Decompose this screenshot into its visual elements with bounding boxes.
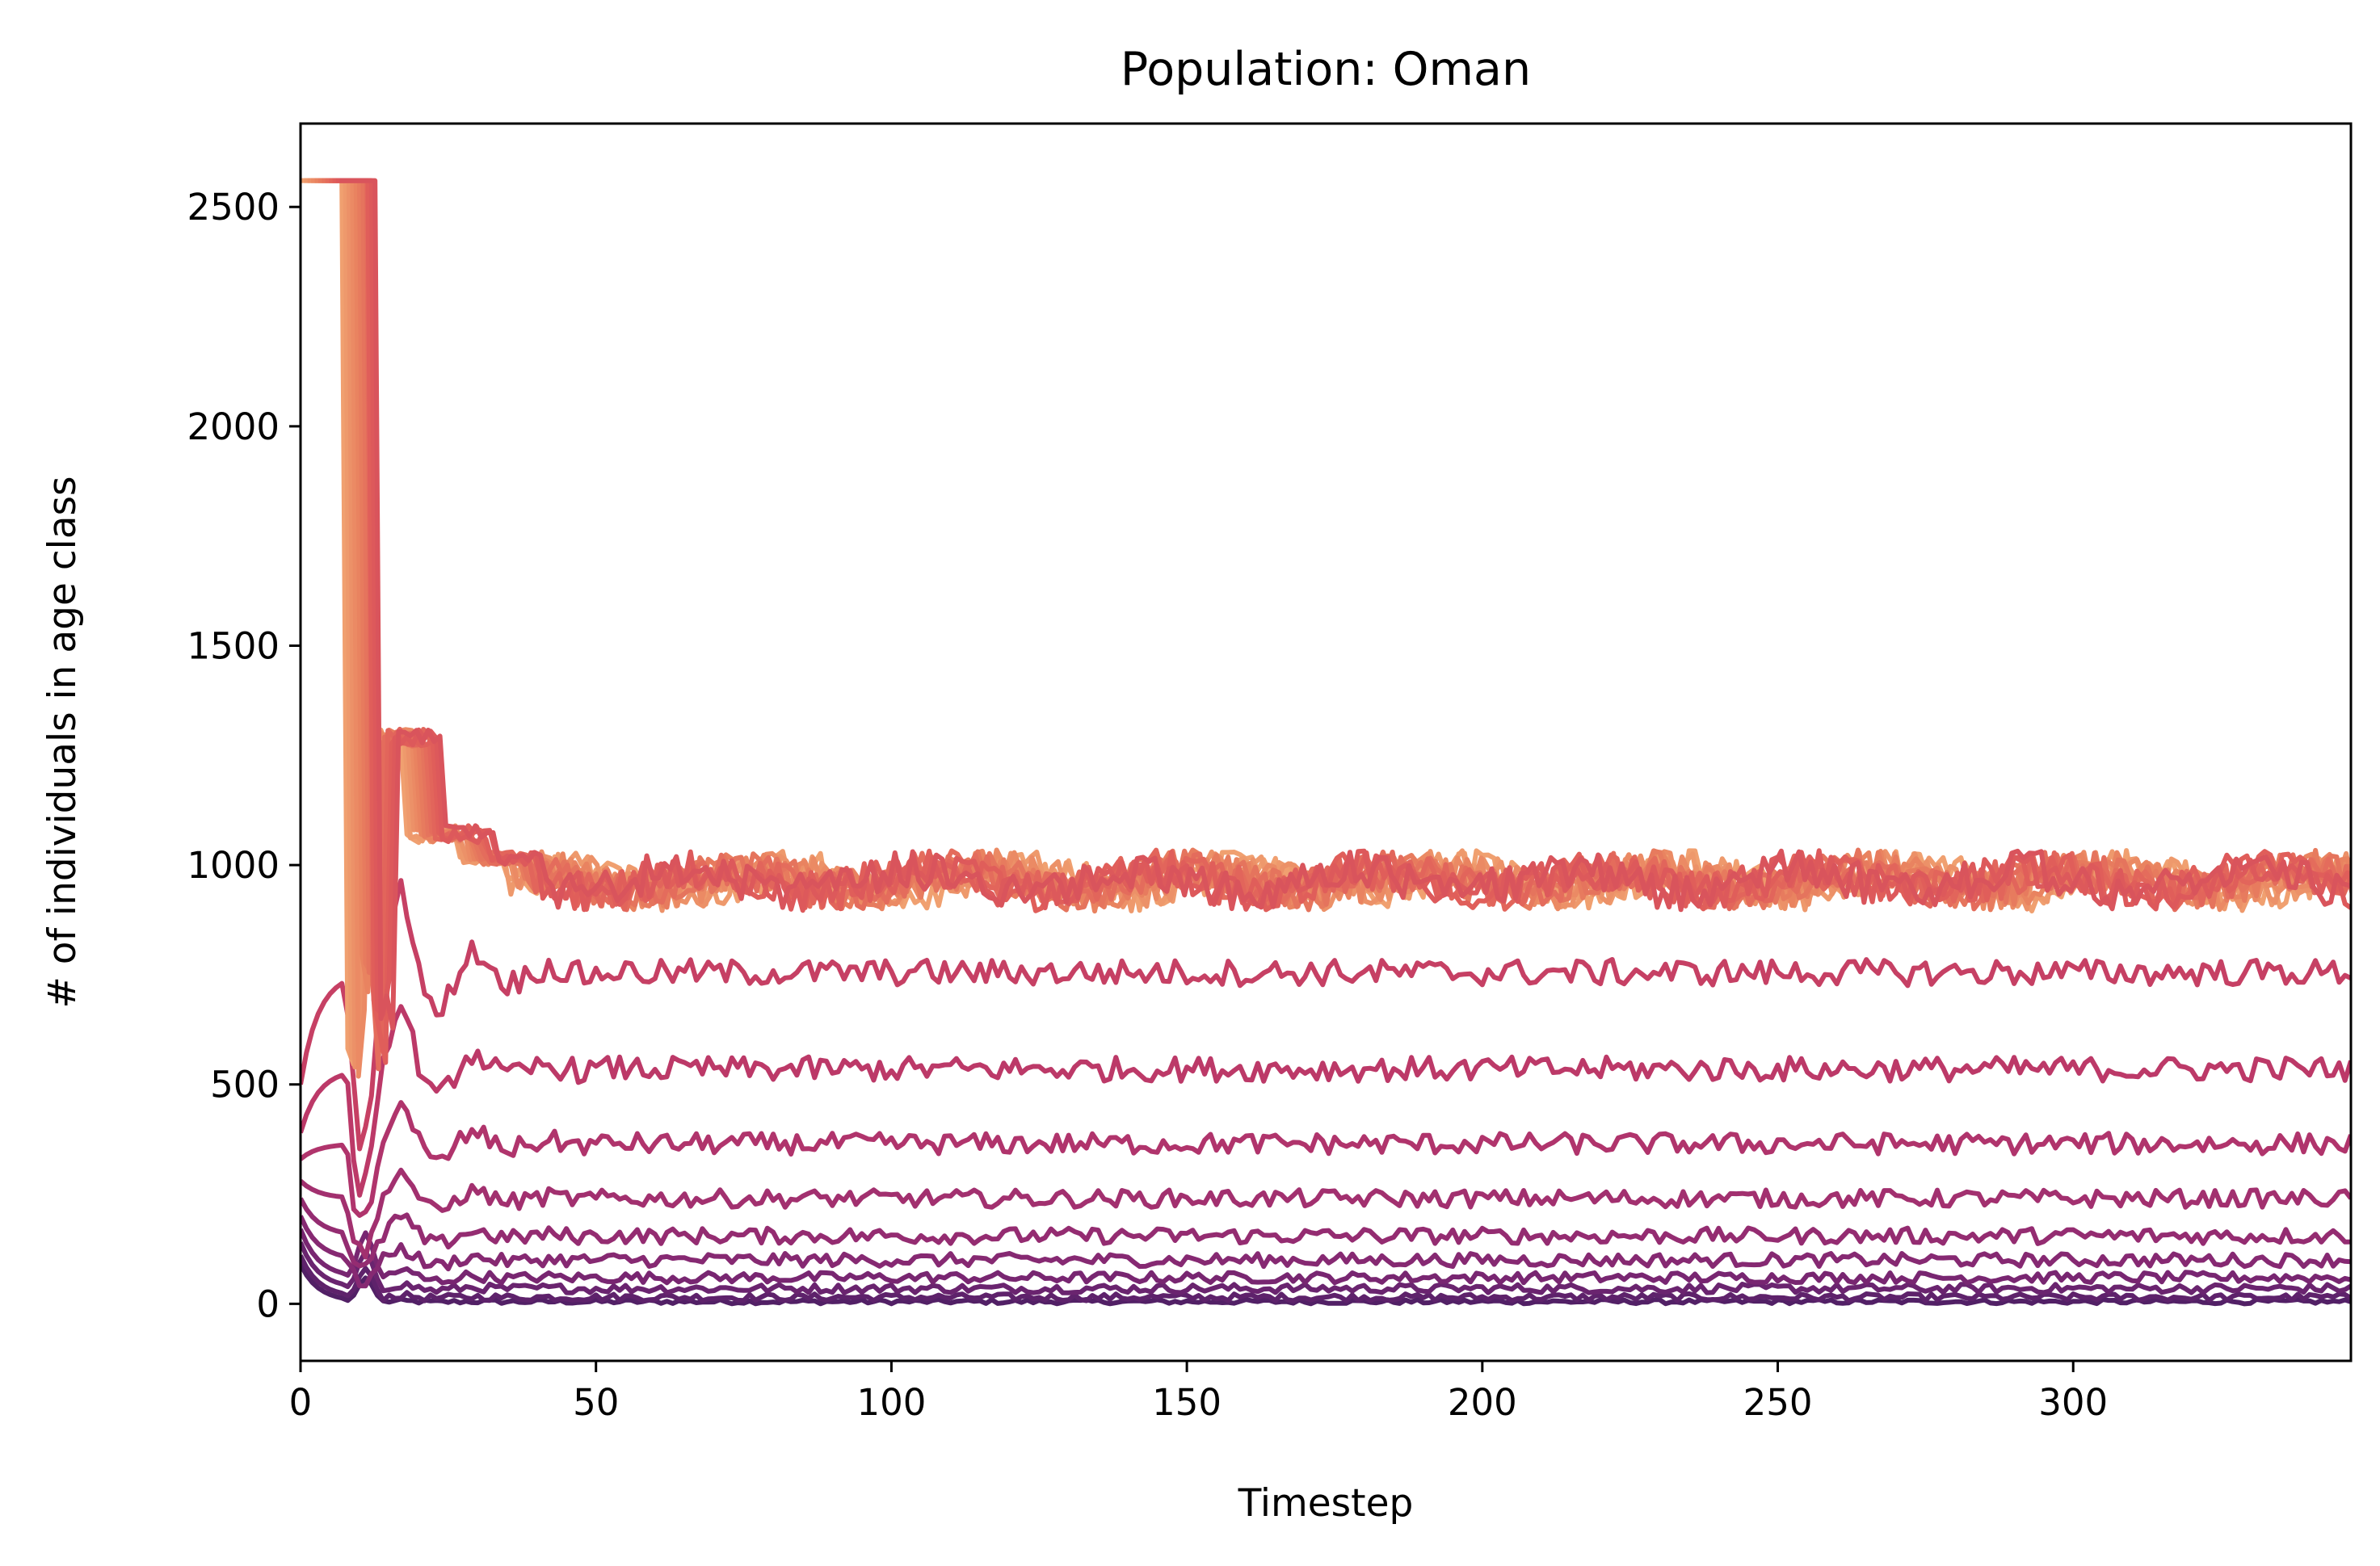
age-class-line	[311, 178, 2351, 1079]
x-tick-label: 50	[573, 1381, 619, 1424]
plot-frame	[299, 122, 2353, 1362]
y-tick-label: 1500	[187, 624, 280, 667]
age-class-line	[304, 178, 2351, 1060]
age-class-line	[301, 1197, 2351, 1269]
age-class-line	[307, 178, 2351, 1070]
y-tick-label: 2500	[187, 186, 280, 229]
y-tick-label: 500	[210, 1064, 280, 1106]
age-class-line	[301, 878, 2351, 1152]
y-tick-label: 2000	[187, 405, 280, 448]
x-tick-label: 300	[2038, 1381, 2108, 1424]
age-class-line	[301, 1228, 2351, 1286]
y-tick-label: 0	[256, 1283, 280, 1325]
y-tick-label: 1000	[187, 844, 280, 887]
series-layer	[301, 178, 2351, 1307]
age-class-line	[301, 1215, 2351, 1289]
x-axis-label: Timestep	[1238, 1481, 1414, 1526]
age-class-line	[301, 1100, 2351, 1218]
y-axis-label: # of individuals in age class	[40, 476, 85, 1008]
x-tick-label: 0	[289, 1381, 313, 1424]
age-class-line	[301, 1241, 2351, 1295]
x-tick-label: 100	[856, 1381, 926, 1424]
x-tick-label: 200	[1448, 1381, 1517, 1424]
x-axis: 0 50 100 150 200 250 300	[289, 1361, 2108, 1424]
age-class-line	[301, 1254, 2351, 1304]
x-tick-label: 250	[1743, 1381, 1813, 1424]
age-class-line	[325, 178, 2351, 1072]
age-class-line	[301, 178, 2351, 1068]
age-class-line	[301, 1167, 2351, 1260]
age-class-line	[339, 178, 2351, 1031]
chart-title: Population: Oman	[1121, 43, 1531, 96]
age-class-line	[301, 1004, 2351, 1198]
age-class-line	[329, 178, 2351, 1053]
y-axis: 0 500 1000 1500 2000 2500	[187, 186, 301, 1325]
age-class-line	[332, 178, 2351, 1065]
x-tick-label: 150	[1152, 1381, 1222, 1424]
